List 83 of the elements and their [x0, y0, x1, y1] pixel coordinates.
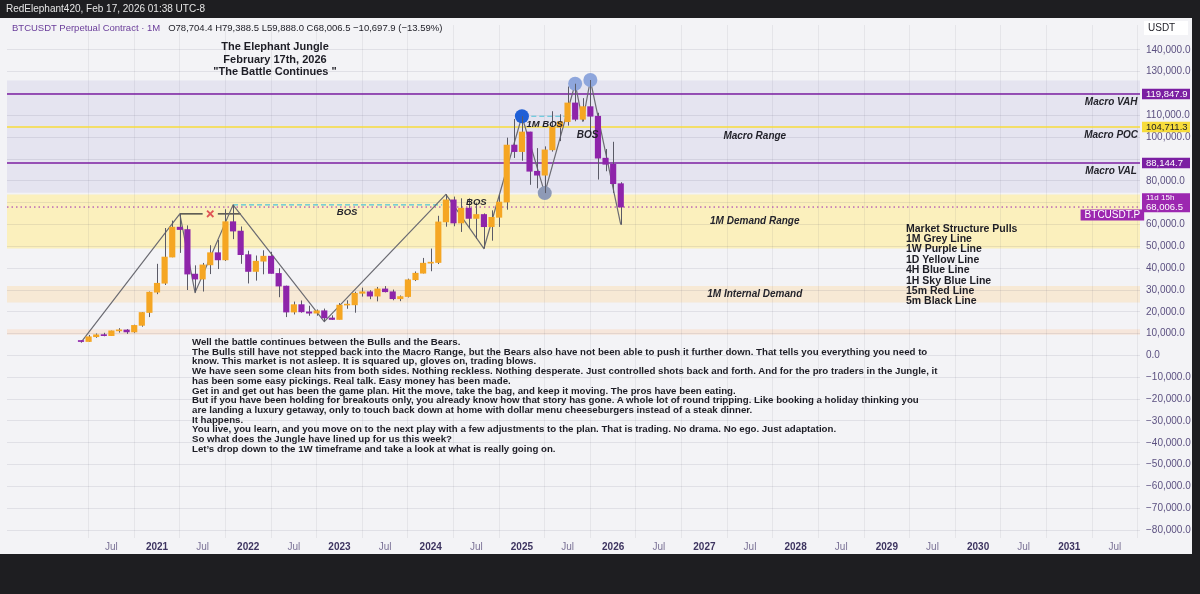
annotation: BOS	[336, 206, 359, 218]
annotation: Market Structure Pulls 1M Grey Line 1W Purple Line 1D Yellow Line 4H Blue Line 1H Sky Blue Line 15m Red Line 5m Black Line	[906, 221, 1018, 307]
x-tick-label: 2023	[328, 540, 352, 552]
candlestick	[207, 244, 214, 275]
x-tick-label: Jul	[834, 540, 848, 552]
band-label: 1M Internal Demand	[707, 288, 804, 300]
y-tick-label: −20,000.0	[1146, 392, 1192, 404]
x-tick-label: 2031	[1058, 540, 1081, 552]
annotation: Macro VAL	[1085, 164, 1137, 176]
annotation: BTCUSDT.P	[1084, 208, 1141, 220]
y-tick-label: 10,000.0	[1146, 327, 1186, 339]
x-tick-label: Jul	[926, 540, 939, 552]
y-tick-label: 60,000.0	[1146, 218, 1186, 230]
annotation: BTCUSDT Perpetual Contract · 1M	[12, 22, 161, 33]
x-tick-label: Jul	[1108, 540, 1122, 552]
x-tick-label: Jul	[287, 540, 301, 552]
candlestick	[572, 83, 579, 122]
y-tick-label: 130,000.0	[1146, 65, 1191, 77]
x-tick-label: Jul	[1017, 540, 1031, 552]
ref-line-label: 119,847.9	[1146, 87, 1188, 99]
candlestick	[450, 196, 457, 227]
y-tick-label: −80,000.0	[1146, 523, 1192, 535]
x-tick-label: 2029	[875, 540, 899, 552]
candlestick	[275, 267, 282, 298]
y-axis-title: USDT	[1148, 22, 1176, 34]
annotation: Macro VAH	[1084, 95, 1139, 107]
annotation: O78,704.4 H79,388.5 L59,888.0 C68,006.5 −10,697.9 (−13.59%)	[168, 22, 443, 33]
y-tick-label: −70,000.0	[1146, 502, 1192, 514]
x-tick-label: 2024	[419, 540, 443, 552]
y-tick-label: 20,000.0	[1146, 305, 1186, 317]
candlestick	[458, 197, 465, 233]
candlestick	[480, 212, 487, 250]
y-tick-label: −60,000.0	[1146, 480, 1192, 492]
x-tick-label: Jul	[378, 540, 392, 552]
x-tick-label: Jul	[652, 540, 666, 552]
y-tick-label: 40,000.0	[1146, 261, 1186, 273]
band-label: 1M Demand Range	[710, 215, 800, 227]
y-tick-label: 110,000.0	[1146, 109, 1191, 121]
text: The Elephant Jungle	[220, 40, 330, 53]
x-tick-label: 2022	[237, 540, 260, 552]
x-tick-label: 2025	[510, 540, 534, 552]
y-tick-label: −10,000.0	[1146, 371, 1192, 383]
point	[583, 73, 598, 88]
y-tick-label: 30,000.0	[1146, 283, 1186, 295]
annotation: Macro POC	[1084, 128, 1139, 140]
y-tick-label: −50,000.0	[1146, 458, 1192, 470]
y-tick-label: 50,000.0	[1146, 240, 1186, 252]
x-tick-label: 2021	[145, 540, 169, 552]
text: 11d 15h	[1146, 193, 1175, 203]
y-tick-label: −30,000.0	[1146, 414, 1192, 426]
y-tick-label: 0.0	[1146, 349, 1161, 361]
y-tick-label: −40,000.0	[1146, 436, 1192, 448]
y-tick-label: 80,000.0	[1146, 174, 1186, 186]
candlestick	[442, 193, 449, 228]
candlestick	[267, 251, 275, 275]
text: RedElephant420, Feb 17, 2026 01:38 UTC-8	[6, 2, 206, 16]
x-tick-label: 2028	[784, 540, 808, 552]
point	[568, 76, 583, 91]
text: Well the battle continues between the Bulls and the Bears. The Bulls still have not stepped back into the Macro Range, but the Bears also have not been able to push it further down. That tells you everything you need to know. This market is not asleep. It is squared up, gloves on, trading blows. We have seen some clean hits from both sides. Nothing reckless. Nothing desperate. Just controlled shots back and forth. And for the pro traders in the Jungle, it has been some easy pickings. Real talk. Easy money has been made. Get in and get out has been the game plan. Hit the move, take the bag, and keep it moving. The pros have been eating. But if you have been holding for breakouts only, you already know how that story has gone. A whole lot of round tripping. Like booking a holiday thinking you are landing a luxury getaway, only to touch back down at home with dollar menu cheeseburgers instead of a steak dinner. It happens. You live, you learn, and you move on to the next play with a few adjustments to the plan. That is trading. No drama. No ego. Just adaptation. So what does the Jungle have lined up for us this week? Let’s drop down to the 1W timeframe and take a look at what is really going on.	[192, 336, 938, 454]
x-tick-label: Jul	[561, 540, 574, 552]
point	[537, 186, 552, 201]
x-tick-label: 2030	[966, 540, 990, 552]
x-tick-label: Jul	[743, 540, 757, 552]
candlestick	[518, 115, 526, 162]
candlestick	[229, 204, 237, 240]
candlestick	[564, 86, 571, 127]
ref-line-label: 68,006.5	[1146, 200, 1183, 212]
x-tick-label: Jul	[105, 540, 118, 552]
y-tick-label: 140,000.0	[1146, 43, 1191, 55]
band-label: Macro Range	[723, 130, 787, 142]
ref-line-label: 88,144.7	[1146, 156, 1183, 168]
text: February 17th, 2026 "The Battle Continues "	[212, 52, 338, 78]
candlestick	[153, 263, 161, 295]
y-tick-label: 100,000.0	[1146, 130, 1191, 142]
x-tick-label: 2027	[693, 540, 716, 552]
x-tick-label: 2026	[602, 540, 625, 552]
candlestick	[214, 239, 221, 270]
candlestick	[199, 262, 206, 293]
candlestick	[579, 97, 586, 122]
x-tick-label: Jul	[469, 540, 483, 552]
x-tick-label: Jul	[196, 540, 210, 552]
ref-line-label: 104,711.3	[1146, 120, 1188, 132]
candlestick	[511, 118, 518, 159]
